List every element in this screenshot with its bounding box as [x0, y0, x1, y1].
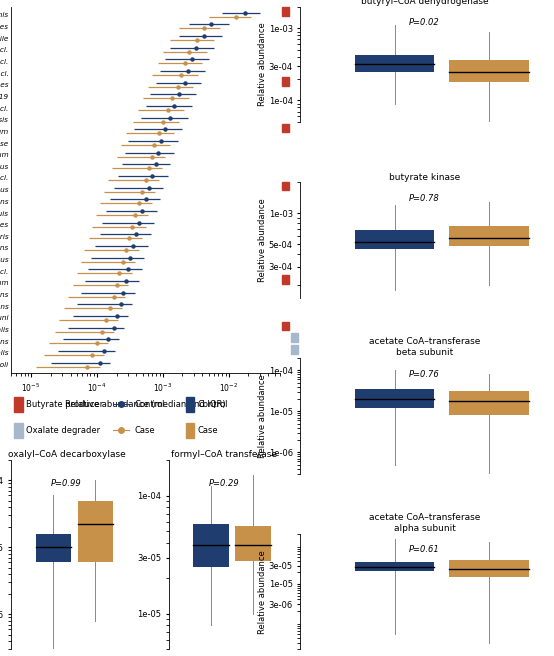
Bar	[291, 345, 297, 354]
Title: oxalyl–CoA decarboxylase: oxalyl–CoA decarboxylase	[8, 451, 125, 459]
Y-axis label: Relative abundance: Relative abundance	[258, 550, 267, 634]
Text: P=0.29: P=0.29	[209, 479, 240, 488]
Text: Control: Control	[198, 400, 228, 409]
Bar	[283, 182, 289, 190]
Text: P=0.02: P=0.02	[409, 18, 440, 27]
Text: P=0.76: P=0.76	[409, 369, 440, 379]
Bar	[355, 56, 434, 72]
Bar	[355, 389, 434, 408]
Bar	[355, 562, 434, 571]
Bar	[449, 560, 529, 577]
Title: acetate CoA–transferase
beta subunit: acetate CoA–transferase beta subunit	[369, 337, 480, 358]
Bar	[35, 534, 71, 562]
Text: B: B	[206, 0, 217, 3]
Bar	[283, 7, 289, 16]
Bar	[449, 391, 529, 415]
Text: Oxalate degrader: Oxalate degrader	[26, 426, 100, 435]
Bar	[14, 422, 23, 438]
Text: Control: Control	[135, 400, 165, 409]
Bar	[291, 333, 297, 342]
Title: formyl–CoA transferase: formyl–CoA transferase	[171, 451, 277, 459]
Title: acetate CoA–transferase
alpha subunit: acetate CoA–transferase alpha subunit	[369, 513, 480, 533]
Bar	[283, 77, 289, 85]
Text: Butyrate producer: Butyrate producer	[26, 400, 103, 409]
Title: butyrate kinase: butyrate kinase	[389, 173, 460, 182]
X-axis label: Relative abundance (median and IQR): Relative abundance (median and IQR)	[65, 400, 225, 409]
Y-axis label: Relative abundance: Relative abundance	[258, 198, 267, 282]
Bar	[355, 230, 434, 249]
Bar	[283, 123, 289, 132]
Title: butyryl–CoA dehydrogenase: butyryl–CoA dehydrogenase	[361, 0, 488, 6]
Bar	[186, 422, 194, 438]
Bar	[78, 501, 113, 562]
Bar	[283, 275, 289, 284]
Text: P=0.61: P=0.61	[409, 545, 440, 554]
Bar	[186, 397, 194, 412]
Text: Case: Case	[198, 426, 218, 435]
Text: Case: Case	[135, 426, 155, 435]
Bar	[193, 523, 229, 567]
Text: P=0.78: P=0.78	[409, 194, 440, 203]
Bar	[14, 397, 23, 412]
Y-axis label: Relative abundance: Relative abundance	[258, 22, 267, 106]
Bar	[449, 226, 529, 246]
Bar	[283, 322, 289, 331]
Bar	[235, 527, 271, 561]
Text: P=0.99: P=0.99	[51, 479, 82, 488]
Bar	[449, 60, 529, 82]
Y-axis label: Relative abundance: Relative abundance	[258, 374, 267, 458]
